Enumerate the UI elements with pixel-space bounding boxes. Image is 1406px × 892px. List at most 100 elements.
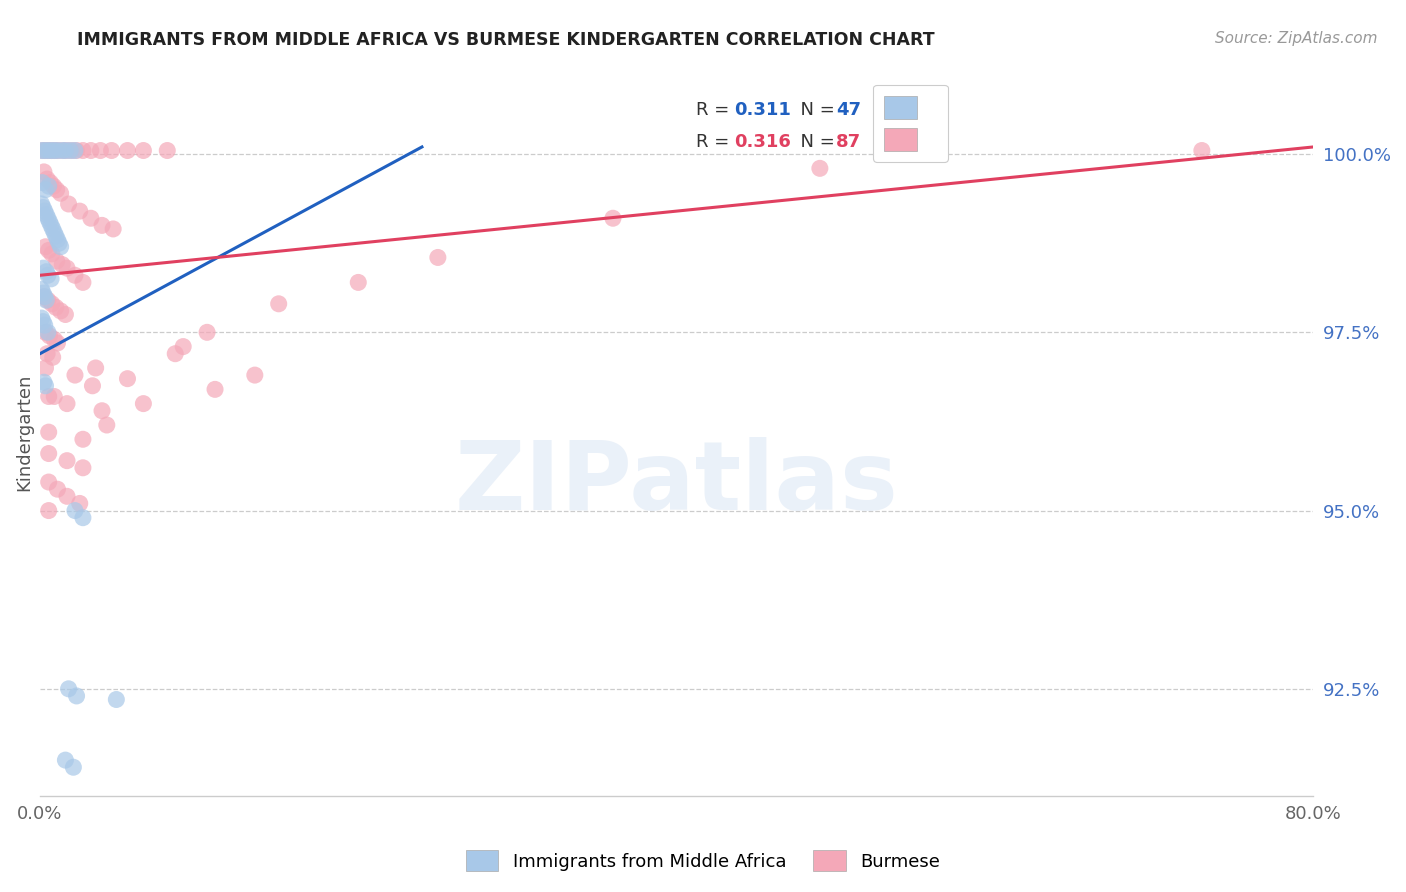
Point (51, 144, 73, 158)
Point (34, 240, 56, 254)
Point (62, 760, 84, 774)
Text: 0.311: 0.311 (734, 102, 790, 120)
Point (267, 297, 290, 311)
Point (72, 510, 94, 524)
Point (45, 301, 67, 315)
Point (46, 482, 69, 496)
Point (35, 208, 58, 222)
Point (172, 340, 194, 354)
Point (72, 144, 94, 158)
Text: ZIPatlas: ZIPatlas (454, 436, 898, 530)
Point (426, 251, 449, 265)
Point (38, 425, 60, 439)
Point (31, 144, 53, 158)
Point (39, 144, 62, 158)
Point (49, 240, 72, 254)
Point (55, 753, 77, 767)
Point (1191, 144, 1213, 158)
Point (39, 219, 62, 233)
Point (41, 247, 63, 261)
Point (91, 403, 114, 417)
Point (35, 265, 58, 279)
Point (38, 144, 60, 158)
Point (51, 258, 73, 272)
Point (41, 144, 63, 158)
Point (49, 304, 72, 318)
Point (32, 261, 55, 276)
Point (38, 446, 60, 460)
Legend: Immigrants from Middle Africa, Burmese: Immigrants from Middle Africa, Burmese (458, 843, 948, 879)
Point (602, 211, 624, 226)
Point (42, 179, 65, 194)
Point (38, 215, 60, 229)
Text: Source: ZipAtlas.com: Source: ZipAtlas.com (1215, 31, 1378, 46)
Point (44, 144, 66, 158)
Point (34, 318, 56, 333)
Point (35, 293, 58, 308)
Point (63, 503, 86, 517)
Point (58, 197, 80, 211)
Text: R =: R = (696, 102, 735, 120)
Point (46, 144, 69, 158)
Point (39, 272, 62, 286)
Point (91, 219, 114, 233)
Point (34, 183, 56, 197)
Point (63, 144, 86, 158)
Point (69, 496, 91, 510)
Point (56, 261, 79, 276)
Point (31, 176, 53, 190)
Legend:  ,  : , (873, 85, 948, 162)
Point (34, 379, 56, 393)
Point (96, 417, 118, 432)
Point (56, 396, 79, 410)
Point (101, 222, 124, 236)
Point (45, 229, 67, 244)
Point (34, 204, 56, 219)
Point (80, 144, 103, 158)
Point (52, 144, 75, 158)
Point (44, 389, 66, 403)
Point (37, 326, 59, 340)
Point (31, 311, 53, 326)
Point (46, 144, 69, 158)
Point (63, 368, 86, 383)
Point (32, 290, 55, 304)
Point (38, 179, 60, 194)
Point (69, 204, 91, 219)
Point (45, 254, 67, 268)
Point (65, 689, 87, 703)
Point (34, 326, 56, 340)
Point (65, 144, 87, 158)
Point (31, 283, 53, 297)
Point (44, 144, 66, 158)
Point (38, 503, 60, 517)
Point (34, 361, 56, 376)
Point (44, 226, 66, 240)
Point (46, 233, 69, 247)
Point (165, 347, 187, 361)
Point (32, 315, 55, 329)
Text: R =: R = (696, 133, 735, 151)
Point (117, 372, 139, 386)
Point (243, 368, 266, 383)
Point (34, 290, 56, 304)
Point (80, 211, 103, 226)
Point (34, 144, 56, 158)
Point (63, 268, 86, 283)
Text: 87: 87 (835, 133, 860, 151)
Point (44, 333, 66, 347)
Point (37, 144, 59, 158)
Text: 0.316: 0.316 (734, 133, 790, 151)
Point (34, 144, 56, 158)
Point (105, 692, 128, 706)
Point (38, 329, 60, 343)
Point (38, 475, 60, 489)
Point (37, 293, 59, 308)
Point (58, 681, 80, 696)
Point (89, 144, 111, 158)
Point (32, 201, 55, 215)
Point (31, 197, 53, 211)
Point (45, 183, 67, 197)
Point (49, 186, 72, 201)
Point (48, 236, 70, 251)
